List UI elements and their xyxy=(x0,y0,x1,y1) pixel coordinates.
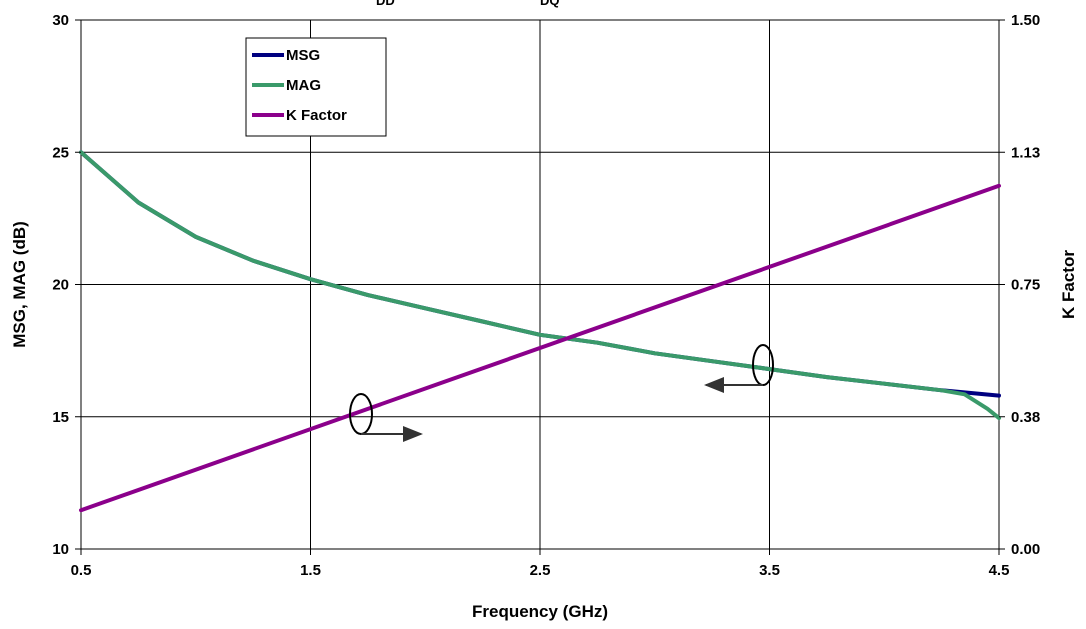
x-axis-title: Frequency (GHz) xyxy=(472,602,608,621)
y-axis-title: MSG, MAG (dB) xyxy=(10,221,29,348)
series-line-k-factor xyxy=(79,183,1001,513)
title-subscript-left: DD xyxy=(376,0,395,8)
y2-axis-title: K Factor xyxy=(1059,250,1078,319)
y-tick-label: 10 xyxy=(52,541,69,558)
x-tick-label: 3.5 xyxy=(759,562,780,579)
legend-label: K Factor xyxy=(286,107,347,124)
x-tick-label: 4.5 xyxy=(989,562,1010,579)
legend: MSG MAG K Factor xyxy=(245,37,387,137)
series-layer xyxy=(79,150,1001,513)
y2-tick-label: 0.00 xyxy=(1011,541,1040,558)
y-tick-label: 20 xyxy=(52,277,69,294)
y2-tick-label: 1.13 xyxy=(1011,144,1040,161)
y2-tick-label: 0.38 xyxy=(1011,409,1040,426)
y2-tick-label: 1.50 xyxy=(1011,12,1040,29)
y-tick-label: 25 xyxy=(52,144,69,161)
y2-tick-label: 0.75 xyxy=(1011,277,1040,294)
chart-title-fragment: DD DQ xyxy=(376,0,560,8)
legend-label: MAG xyxy=(286,77,321,94)
x-tick-label: 2.5 xyxy=(530,562,551,579)
tick-labels: 0.5 1.5 2.5 3.5 4.5 10 15 20 25 30 0.00 0.38 0.75 1.1… xyxy=(52,12,1040,579)
x-tick-label: 1.5 xyxy=(300,562,321,579)
x-tick-label: 0.5 xyxy=(71,562,92,579)
y-tick-label: 15 xyxy=(52,409,69,426)
title-subscript-right: DQ xyxy=(540,0,560,8)
annotations xyxy=(349,344,774,442)
series-line-mag xyxy=(79,150,1001,421)
grid xyxy=(80,19,1000,550)
y-tick-label: 30 xyxy=(52,12,69,29)
legend-label: MSG xyxy=(286,47,320,64)
